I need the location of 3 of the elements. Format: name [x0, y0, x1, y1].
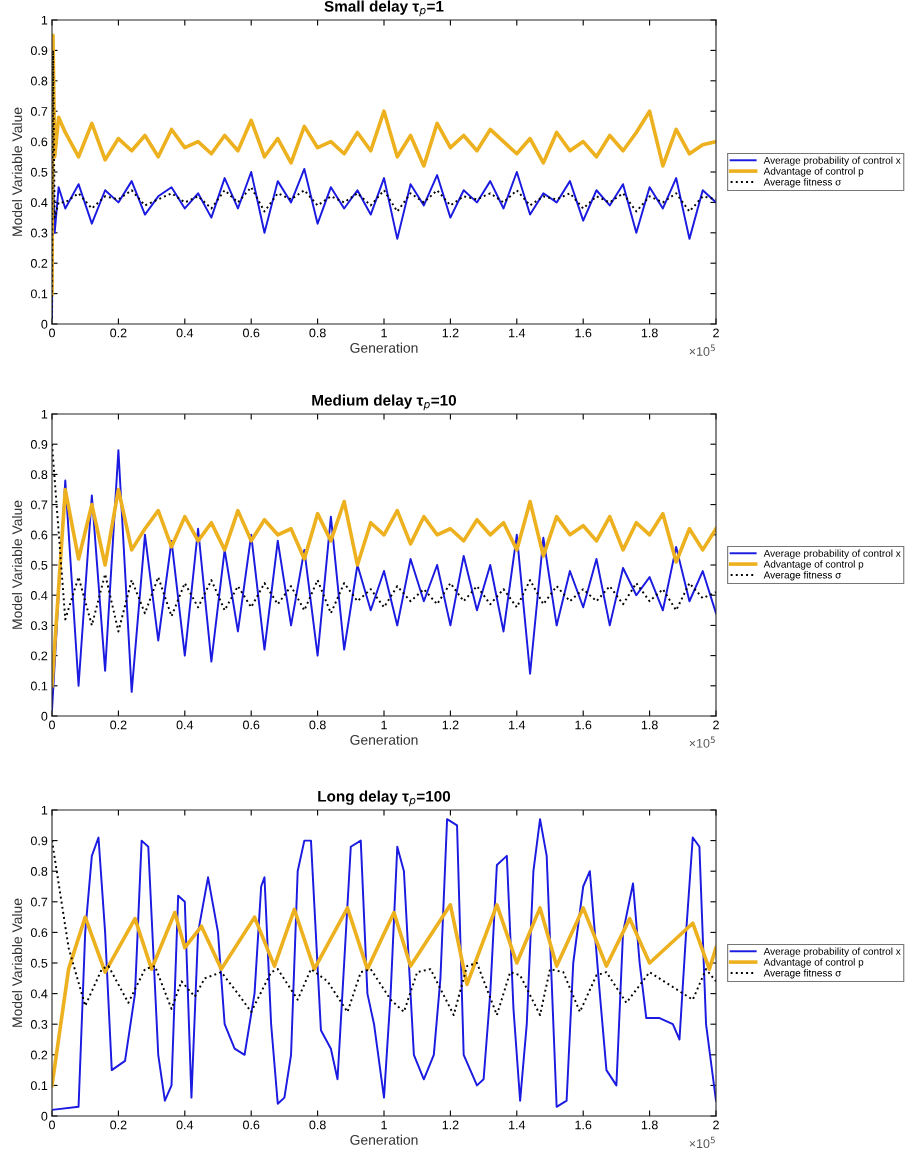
line-series: [52, 818, 716, 1111]
line-series: [52, 487, 716, 688]
line-series: [52, 903, 716, 1088]
